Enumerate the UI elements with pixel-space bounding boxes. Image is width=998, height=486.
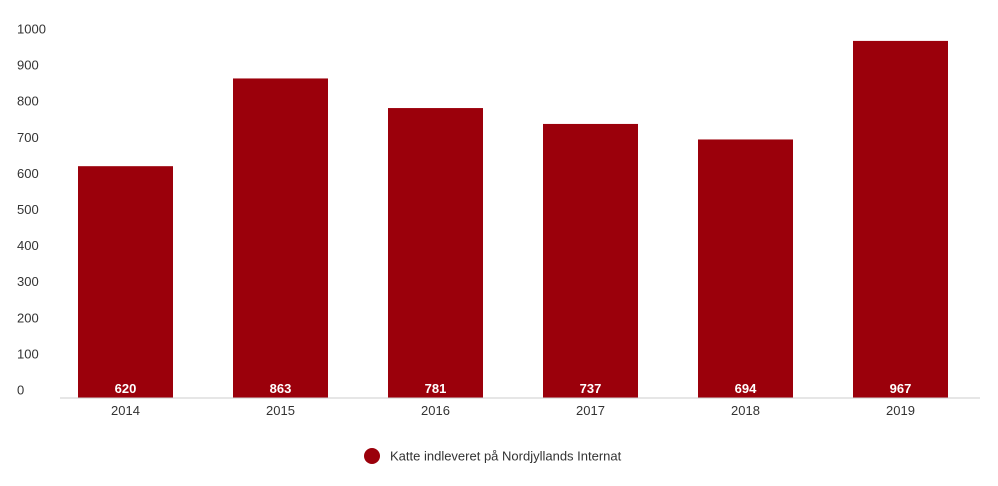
- x-tick-label: 2019: [886, 403, 915, 418]
- bar-data-label: 781: [425, 381, 447, 396]
- legend[interactable]: Katte indleveret på Nordjyllands Interna…: [364, 448, 622, 464]
- x-tick-label: 2018: [731, 403, 760, 418]
- legend-label: Katte indleveret på Nordjyllands Interna…: [390, 449, 622, 464]
- bar[interactable]: [853, 40, 948, 399]
- x-tick-label: 2015: [266, 403, 295, 418]
- x-tick-label: 2016: [421, 403, 450, 418]
- y-tick-label: 600: [17, 166, 39, 181]
- y-tick-label: 900: [17, 58, 39, 73]
- bar-data-label: 694: [735, 381, 757, 396]
- x-axis-ticks: 2014 2015 2016 2017 2018 2019: [111, 403, 915, 418]
- y-tick-label: 1000: [17, 22, 46, 37]
- y-tick-label: 400: [17, 238, 39, 253]
- bar[interactable]: [78, 166, 173, 398]
- bar-data-label: 620: [115, 381, 137, 396]
- bar-data-label: 737: [580, 381, 602, 396]
- data-labels-group: 620 863 781 737 694 967: [115, 381, 912, 396]
- y-tick-label: 100: [17, 346, 39, 361]
- bar[interactable]: [543, 123, 638, 399]
- bars-group: [78, 40, 948, 399]
- bar[interactable]: [233, 78, 328, 398]
- bar-data-label: 967: [890, 381, 912, 396]
- bar[interactable]: [698, 139, 793, 398]
- y-tick-label: 300: [17, 274, 39, 289]
- y-tick-label: 200: [17, 310, 39, 325]
- y-tick-label: 500: [17, 202, 39, 217]
- y-tick-label: 800: [17, 94, 39, 109]
- x-tick-label: 2014: [111, 403, 140, 418]
- bar[interactable]: [388, 108, 483, 399]
- y-axis-ticks: 0 100 200 300 400 500 600 700 800 900 1000: [17, 22, 46, 398]
- x-tick-label: 2017: [576, 403, 605, 418]
- y-tick-label: 0: [17, 383, 24, 398]
- legend-marker: [364, 448, 380, 464]
- y-tick-label: 700: [17, 130, 39, 145]
- bar-data-label: 863: [270, 381, 292, 396]
